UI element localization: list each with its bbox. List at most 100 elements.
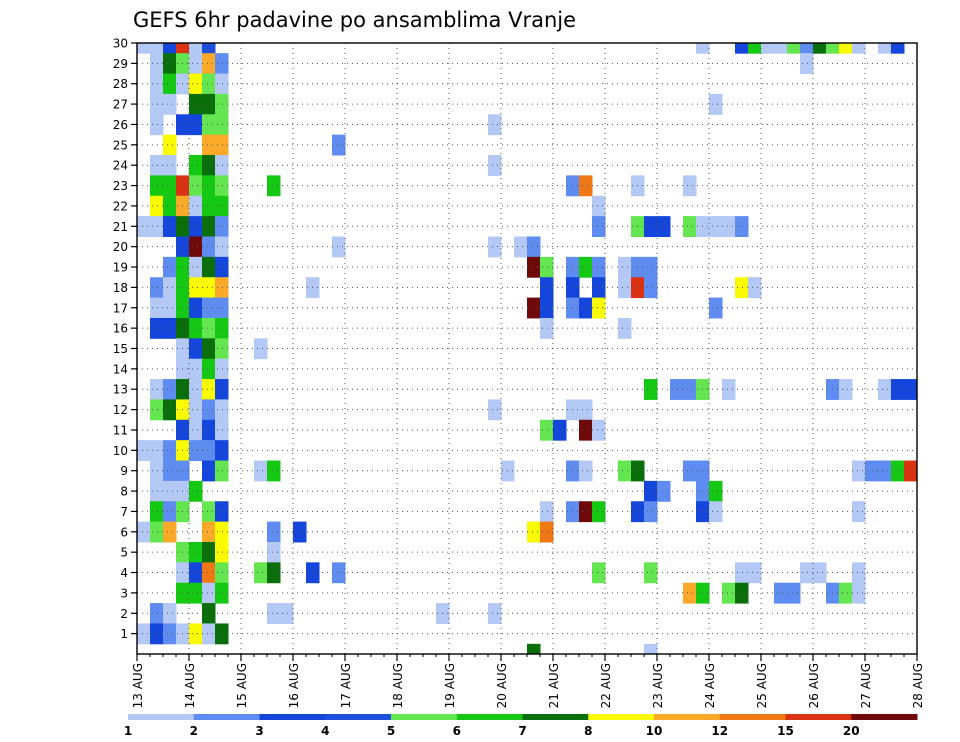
heatmap-cell — [163, 175, 177, 197]
heatmap-cell — [202, 358, 216, 380]
heatmap-cell — [592, 501, 606, 523]
heatmap-cell — [618, 460, 632, 482]
heatmap-cell — [150, 521, 164, 543]
heatmap-cell — [488, 155, 502, 176]
heatmap-cell — [163, 155, 177, 176]
heatmap-cell — [579, 175, 593, 197]
heatmap-cell — [189, 358, 203, 380]
heatmap-cell — [709, 216, 723, 237]
heatmap-cell — [787, 43, 801, 54]
heatmap-cell — [852, 501, 866, 523]
heatmap-cell — [774, 582, 788, 604]
colorbar-label: 5 — [387, 724, 395, 738]
y-tick-label: 18 — [113, 281, 128, 295]
heatmap-cell — [189, 236, 203, 258]
heatmap-cell — [215, 623, 229, 645]
heatmap-cell — [189, 379, 203, 400]
y-tick-label: 28 — [113, 77, 128, 91]
heatmap-cell — [800, 43, 814, 54]
heatmap-cell — [150, 155, 164, 176]
heatmap-cell — [644, 379, 658, 400]
heatmap-cell — [202, 379, 216, 400]
heatmap-cell — [189, 338, 203, 360]
heatmap-cell — [644, 501, 658, 523]
heatmap-cell — [189, 93, 203, 115]
heatmap-cell — [540, 501, 554, 523]
heatmap-cell — [215, 277, 229, 299]
heatmap-cell — [150, 379, 164, 400]
y-tick-label: 27 — [113, 98, 128, 112]
x-tick-label: 15 AUG — [235, 663, 249, 708]
y-tick-label: 30 — [113, 37, 128, 51]
heatmap-cell — [644, 216, 658, 237]
heatmap-cell — [215, 338, 229, 360]
heatmap-cell — [215, 195, 229, 217]
heatmap-cell — [540, 297, 554, 319]
heatmap-cell — [540, 256, 554, 278]
heatmap-cell — [150, 440, 164, 462]
heatmap-cell — [748, 43, 762, 54]
heatmap-cell — [852, 562, 866, 584]
heatmap-cell — [163, 480, 177, 502]
heatmap-cell — [150, 114, 164, 136]
heatmap-cell — [202, 195, 216, 217]
heatmap-cell — [579, 460, 593, 482]
heatmap-cell — [267, 603, 281, 624]
heatmap-cell — [202, 155, 216, 176]
heatmap-cell — [150, 317, 164, 339]
heatmap-cell — [293, 521, 307, 543]
colorbar-label: 6 — [453, 724, 461, 738]
heatmap-cell — [189, 175, 203, 197]
y-tick-label: 15 — [113, 342, 128, 356]
heatmap-cell — [163, 216, 177, 237]
heatmap-cell — [202, 317, 216, 339]
heatmap-cell — [150, 297, 164, 319]
heatmap-cell — [176, 43, 190, 54]
heatmap-cell — [644, 643, 658, 655]
y-tick-label: 19 — [113, 261, 128, 275]
x-tick-label: 22 AUG — [599, 663, 613, 708]
heatmap-cell — [618, 256, 632, 278]
y-tick-label: 26 — [113, 118, 128, 132]
heatmap-cell — [163, 277, 177, 299]
heatmap-cell — [839, 379, 853, 400]
colorbar-swatch — [391, 714, 458, 720]
heatmap-cell — [670, 379, 684, 400]
heatmap-cell — [189, 155, 203, 176]
y-tick-label: 20 — [113, 240, 128, 254]
heatmap-cell — [215, 114, 229, 136]
heatmap-cell — [592, 562, 606, 584]
heatmap-cell — [215, 317, 229, 339]
heatmap-cell — [644, 480, 658, 502]
heatmap-cell — [189, 297, 203, 319]
heatmap-cell — [527, 236, 541, 258]
heatmap-cell — [189, 114, 203, 136]
colorbar-swatch — [785, 714, 852, 720]
heatmap-cell — [215, 358, 229, 380]
heatmap-cell — [189, 73, 203, 95]
heatmap-cell — [202, 256, 216, 278]
heatmap-cell — [163, 73, 177, 95]
heatmap-cell — [150, 501, 164, 523]
heatmap-cell — [189, 256, 203, 278]
heatmap-cell — [215, 297, 229, 319]
heatmap-cell — [215, 216, 229, 237]
heatmap-cell — [163, 521, 177, 543]
heatmap-cell — [150, 480, 164, 502]
heatmap-cell — [722, 379, 736, 400]
heatmap-cell — [215, 155, 229, 176]
heatmap-cell — [553, 419, 567, 441]
heatmap-cell — [735, 43, 749, 54]
heatmap-cell — [514, 236, 528, 258]
heatmap-cell — [163, 379, 177, 400]
x-tick-label: 13 AUG — [131, 663, 145, 708]
heatmap-cell — [527, 297, 541, 319]
heatmap-cell — [735, 277, 749, 299]
heatmap-cell — [813, 43, 827, 54]
heatmap-cell — [150, 43, 164, 54]
heatmap-cell — [696, 43, 710, 54]
x-tick-label: 23 AUG — [651, 663, 665, 708]
heatmap-cell — [592, 297, 606, 319]
heatmap-cell — [748, 277, 762, 299]
y-tick-label: 24 — [113, 159, 128, 173]
